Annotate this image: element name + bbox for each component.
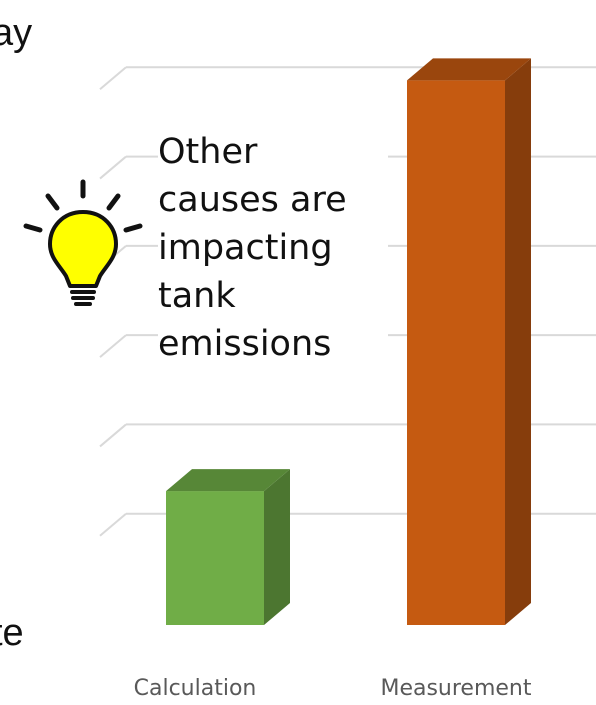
callout-line: impacting	[158, 228, 333, 268]
callout-line: tank	[158, 276, 236, 316]
gridline-depth	[99, 66, 127, 91]
gridline-depth	[99, 423, 127, 448]
bar-side-measurement	[505, 58, 531, 626]
gridline-depth	[99, 334, 127, 358]
lightbulb-icon	[23, 179, 143, 306]
gridline-depth	[99, 155, 127, 180]
callout-line: Other	[158, 132, 258, 172]
cropped-text-bottom: te	[0, 612, 24, 654]
callout-line: causes are	[158, 180, 347, 220]
bar-calculation	[166, 469, 290, 625]
callout-line: emissions	[158, 324, 332, 364]
tick-label-measurement: Measurement	[380, 676, 531, 701]
category-tick-labels: Calculation Measurement	[134, 676, 532, 701]
tick-label-calculation: Calculation	[134, 676, 257, 701]
bar-top-measurement	[407, 58, 531, 81]
bar-front-measurement	[407, 80, 505, 626]
bar-front-calculation	[166, 491, 264, 625]
gridline-depth	[99, 512, 127, 537]
bar-side-calculation	[264, 469, 290, 625]
bar-top-calculation	[166, 469, 290, 492]
callout-text: Other causes are impacting tank emission…	[158, 128, 388, 368]
cropped-text-top: ay	[0, 12, 33, 54]
bars	[166, 58, 531, 626]
bar-measurement	[407, 58, 531, 626]
